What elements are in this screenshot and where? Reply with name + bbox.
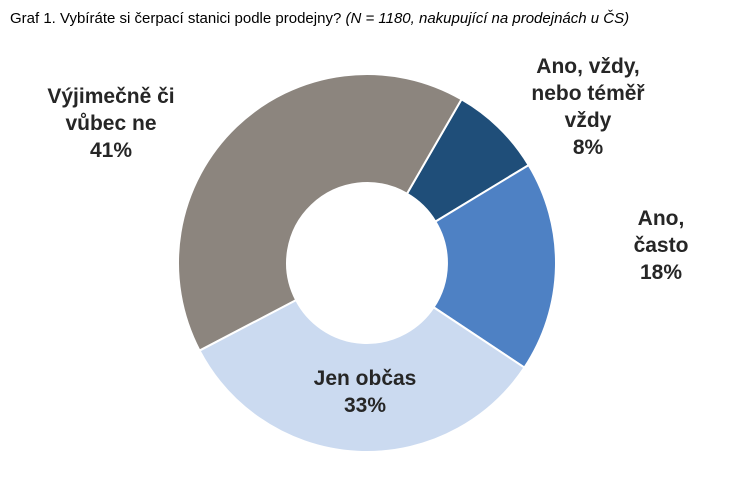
slice-label-ano-vzdy: Ano, vždy, nebo téměř vždy 8%: [531, 55, 645, 159]
donut-slice-3: [177, 73, 463, 352]
slice-label-jen-obcas: Jen občas 33%: [313, 367, 417, 417]
chart-title-main: Graf 1. Vybíráte si čerpací stanici podl…: [10, 10, 342, 27]
chart-title-note: (N = 1180, nakupující na prodejnách u ČS…: [345, 10, 630, 27]
donut-slice-2: [198, 299, 526, 453]
slice-label-ano-casto: Ano, často 18%: [633, 207, 689, 284]
slice-label-vyjimecne: Výjimečně či vůbec ne 41%: [47, 85, 175, 162]
chart-title: Graf 1. Vybíráte si čerpací stanici podl…: [10, 10, 629, 27]
donut-slice-1: [432, 164, 557, 369]
